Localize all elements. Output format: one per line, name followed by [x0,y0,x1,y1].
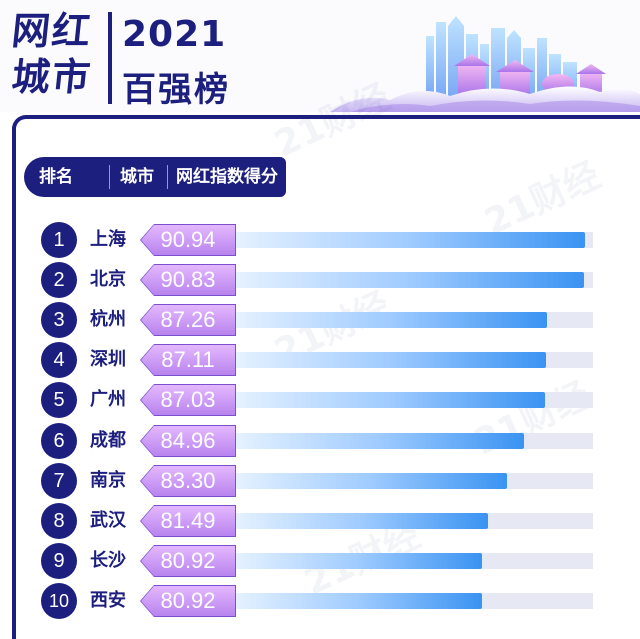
score-bar [234,232,585,248]
rank-badge: 1 [41,222,77,258]
city-label: 深圳 [90,349,126,370]
score-bar [234,473,507,489]
col-city-header: 城市 [120,167,154,187]
rank-badge: 2 [41,262,77,298]
score-label: 83.30 [141,466,235,496]
city-label: 武汉 [90,510,126,531]
score-label: 87.03 [141,385,235,415]
score-label: 81.49 [141,506,235,536]
rank-badge: 6 [41,423,77,459]
content-frame [12,115,640,639]
score-label: 84.96 [141,426,235,456]
rank-badge: 9 [41,543,77,579]
city-label: 杭州 [90,309,126,330]
score-bar [234,312,547,328]
score-label: 87.11 [141,345,235,375]
logo: 网红 城市 [10,8,106,106]
score-bar [234,272,584,288]
rank-badge: 8 [41,503,77,539]
score-bar [234,433,524,449]
score-label: 80.92 [141,546,235,576]
header-separator [167,165,168,189]
city-label: 北京 [90,269,126,290]
rank-badge: 5 [41,382,77,418]
header: 网红 城市 2021 百强榜 [0,0,640,112]
header-divider [108,12,112,104]
score-bar [234,352,546,368]
city-label: 广州 [90,389,126,410]
score-label: 80.92 [141,586,235,616]
city-label: 上海 [90,229,126,250]
city-label: 成都 [90,430,126,451]
city-label: 西安 [90,590,126,611]
score-label: 90.94 [141,225,235,255]
rank-badge: 3 [41,302,77,338]
logo-line-1: 网红 [9,9,95,53]
rank-badge: 10 [41,583,77,619]
score-label: 87.26 [141,305,235,335]
score-bar [234,392,545,408]
col-score-header: 网红指数得分 [176,167,278,187]
header-separator [109,165,110,189]
city-label: 长沙 [90,550,126,571]
score-label: 90.83 [141,265,235,295]
skyline-illustration [330,16,640,112]
score-bar [234,513,488,529]
rank-badge: 4 [41,342,77,378]
rank-badge: 7 [41,463,77,499]
col-rank-header: 排名 [39,167,73,187]
table-header: 排名 城市 网红指数得分 [24,157,286,197]
score-bar [234,553,482,569]
logo-line-2: 城市 [9,55,95,99]
score-bar [234,593,482,609]
city-label: 南京 [90,470,126,491]
year-title: 2021 [122,14,227,55]
ranking-title: 百强榜 [122,70,230,110]
